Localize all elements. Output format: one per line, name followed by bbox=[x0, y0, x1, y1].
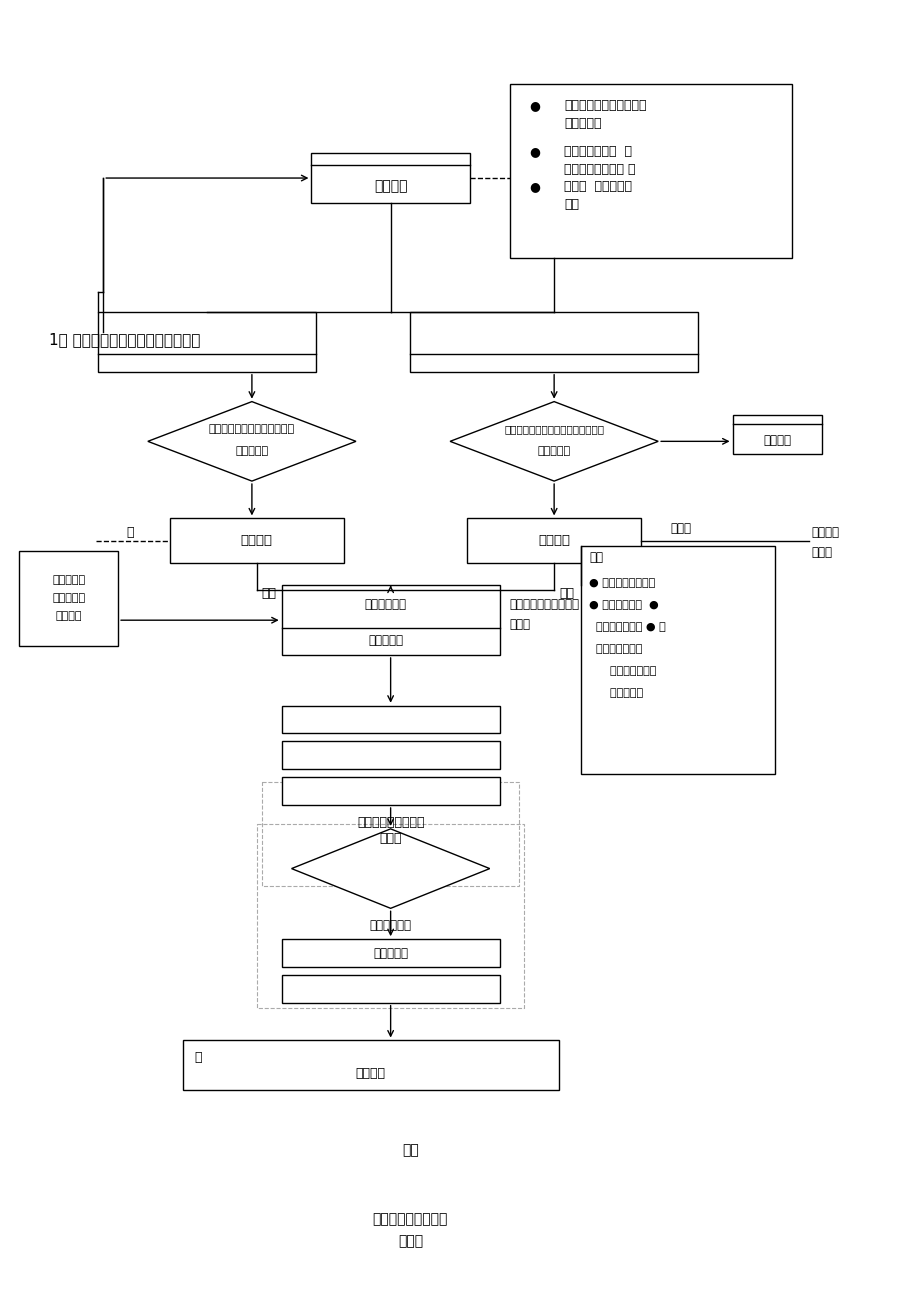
Bar bbox=[182, 1040, 559, 1091]
Text: 审查开工条件: 审查开工条件 bbox=[369, 919, 411, 932]
Polygon shape bbox=[449, 402, 657, 481]
Text: 名、职称和施工: 名、职称和施工 bbox=[589, 666, 656, 676]
Bar bbox=[732, 415, 821, 454]
Bar bbox=[410, 312, 698, 372]
Bar bbox=[281, 706, 499, 733]
Text: 检验结果: 检验结果 bbox=[538, 534, 570, 547]
Text: 抽样送检: 抽样送检 bbox=[762, 434, 790, 447]
Text: 签署审核意见: 签署审核意见 bbox=[364, 598, 406, 611]
Bar bbox=[281, 741, 499, 770]
Text: 审核施工组织设计、资料审查: 审核施工组织设计、资料审查 bbox=[209, 424, 295, 434]
Polygon shape bbox=[148, 402, 356, 481]
Text: 同意: 同意 bbox=[262, 586, 277, 599]
Text: 材料进场，按要求堆放: 材料进场，按要求堆放 bbox=[509, 598, 579, 611]
Text: 材料退场: 材料退场 bbox=[811, 526, 839, 539]
Text: 备料、材料检验  分: 备料、材料检验 分 bbox=[563, 144, 631, 157]
Text: 审核意见: 审核意见 bbox=[55, 611, 82, 621]
Text: 监理工程师: 监理工程师 bbox=[373, 946, 408, 959]
Text: 承包商: 承包商 bbox=[509, 618, 530, 630]
Text: ●: ● bbox=[528, 99, 539, 112]
Text: 交底: 交底 bbox=[563, 199, 578, 212]
Bar bbox=[98, 312, 316, 372]
Text: 合格: 合格 bbox=[559, 586, 573, 599]
Bar bbox=[467, 519, 641, 563]
Bar bbox=[581, 546, 774, 775]
Bar bbox=[509, 83, 791, 257]
Text: 审查结果: 审查结果 bbox=[241, 534, 273, 547]
Text: 承包商: 承包商 bbox=[379, 832, 402, 845]
Bar bbox=[311, 153, 470, 203]
Text: 进场材料现场检查资料审查合格后，: 进场材料现场检查资料审查合格后， bbox=[504, 424, 604, 434]
Text: 监理工程师: 监理工程师 bbox=[235, 446, 268, 456]
Text: 不合格: 不合格 bbox=[670, 523, 691, 536]
Text: 包商（如有）资质 施: 包商（如有）资质 施 bbox=[563, 162, 635, 176]
Text: ●: ● bbox=[528, 144, 539, 157]
Text: 监理工程师: 监理工程师 bbox=[368, 633, 403, 646]
Bar bbox=[281, 975, 499, 1002]
Text: 施工组织设计、分项工程: 施工组织设计、分项工程 bbox=[563, 99, 646, 112]
Bar bbox=[19, 551, 118, 646]
Text: 提交《开工申请单》: 提交《开工申请单》 bbox=[372, 1213, 448, 1226]
Text: 承包商: 承包商 bbox=[397, 1234, 423, 1248]
Text: 承包商略: 承包商略 bbox=[373, 179, 407, 192]
Text: 施工方案；: 施工方案； bbox=[563, 117, 601, 130]
Text: 提交《开工申请单》: 提交《开工申请单》 bbox=[357, 816, 424, 829]
Bar bbox=[281, 585, 499, 655]
Text: 监理工程师: 监理工程师 bbox=[537, 446, 570, 456]
Text: ● 材料设备到场情况: ● 材料设备到场情况 bbox=[589, 578, 655, 589]
Text: 1、 开工准备阶段（体现事前控制）: 1、 开工准备阶段（体现事前控制） bbox=[49, 332, 200, 347]
Bar bbox=[256, 824, 524, 1008]
Text: 同意: 同意 bbox=[402, 1143, 418, 1157]
Text: 施工测量放样单 ● 主: 施工测量放样单 ● 主 bbox=[589, 623, 665, 632]
Text: ●: ● bbox=[528, 181, 539, 194]
Text: 工设备  设计会审、: 工设备 设计会审、 bbox=[563, 181, 631, 194]
Text: 承包商: 承包商 bbox=[811, 546, 832, 559]
Text: 要工种的工长姓: 要工种的工长姓 bbox=[589, 644, 642, 654]
Text: 否: 否 bbox=[127, 526, 134, 539]
Bar bbox=[281, 939, 499, 967]
Text: ● 材料检验报告  ●: ● 材料检验报告 ● bbox=[589, 601, 658, 610]
Text: 附：: 附： bbox=[589, 551, 603, 564]
Bar bbox=[281, 777, 499, 805]
Polygon shape bbox=[291, 829, 489, 909]
Text: 人员一览表: 人员一览表 bbox=[589, 688, 642, 698]
Bar bbox=[170, 519, 343, 563]
Text: 否: 否 bbox=[194, 1050, 201, 1063]
Text: 业主签署施: 业主签署施 bbox=[52, 576, 85, 585]
Text: 审核结果: 审核结果 bbox=[356, 1067, 385, 1080]
Text: 工组织设计: 工组织设计 bbox=[52, 593, 85, 603]
Bar bbox=[262, 783, 519, 887]
